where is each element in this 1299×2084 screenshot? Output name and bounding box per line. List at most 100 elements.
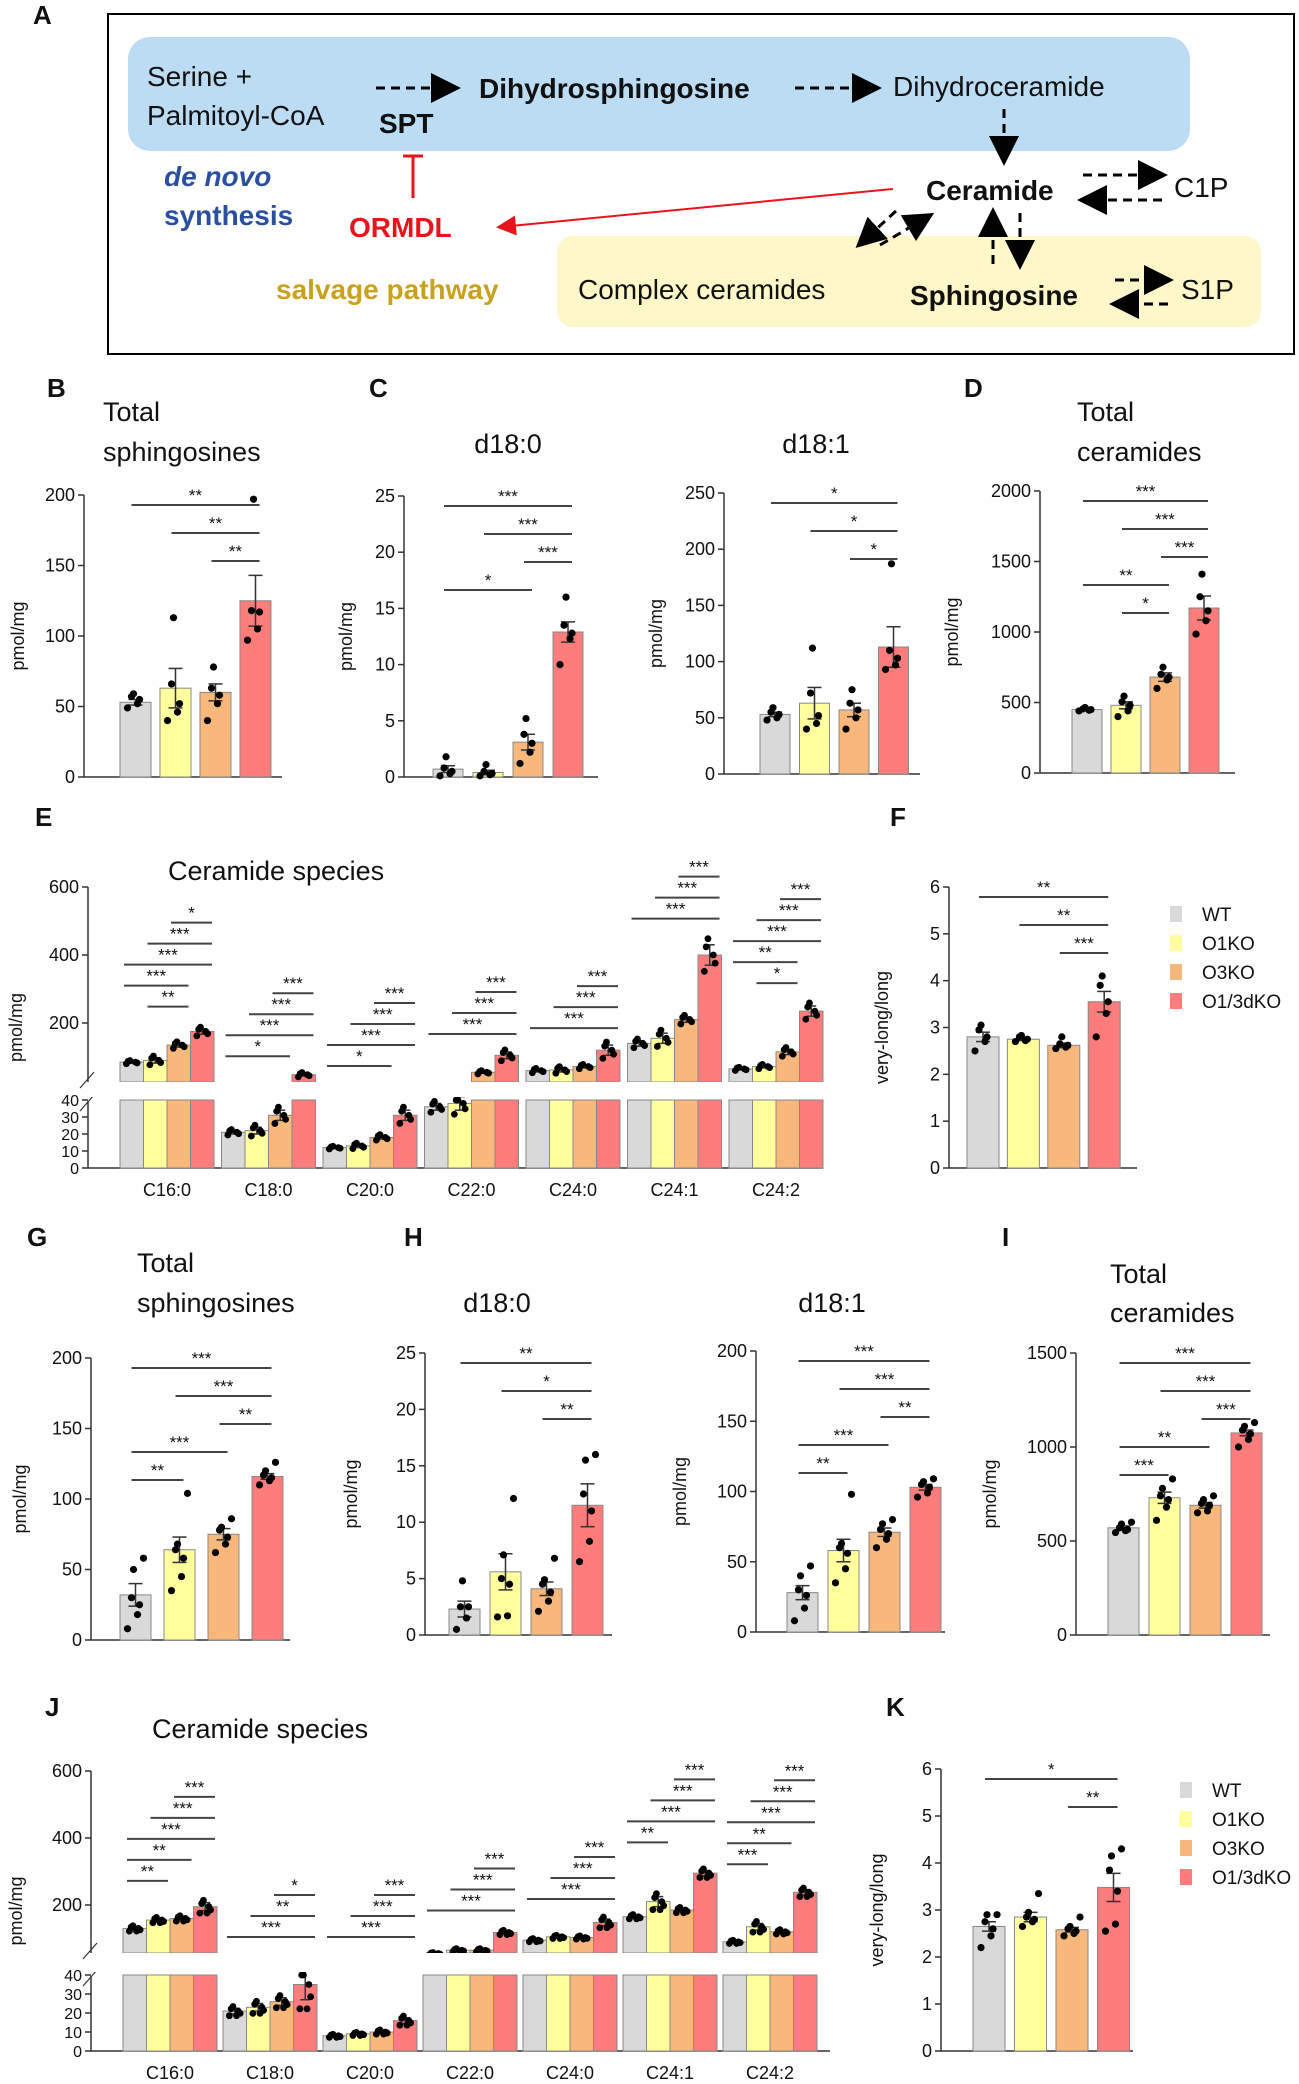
data-point <box>462 1614 471 1622</box>
data-point <box>1165 673 1173 681</box>
data-point <box>596 1924 604 1932</box>
y-tick-label: 20 <box>375 542 395 562</box>
data-point <box>766 1064 774 1072</box>
data-point <box>133 1611 142 1619</box>
significance-label: ** <box>276 1897 290 1916</box>
bar-C24-0-wt <box>525 1099 550 1169</box>
y-tick-label: 1000 <box>1027 1437 1067 1457</box>
data-point <box>1072 1927 1080 1935</box>
significance-label: *** <box>779 901 799 920</box>
x-tick-label: C24:2 <box>746 2063 794 2083</box>
data-point <box>841 1565 850 1573</box>
dihydrosphingosine-label: Dihydrosphingosine <box>479 73 750 104</box>
dihydroceramide-label: Dihydroceramide <box>893 71 1105 102</box>
data-point <box>533 1938 540 1946</box>
panel-label: I <box>1002 1222 1009 1252</box>
data-point <box>217 1523 226 1531</box>
y-tick-label: 2 <box>922 1947 932 1967</box>
significance-label: *** <box>173 1799 193 1818</box>
legend-label: O1KO <box>1202 934 1255 955</box>
data-point <box>183 1489 192 1497</box>
data-point <box>1244 1435 1253 1444</box>
data-point <box>1024 1908 1033 1916</box>
significance-label: *** <box>474 994 494 1013</box>
y-tick-label: 500 <box>1037 1531 1067 1551</box>
c1p-label: C1P <box>1174 172 1229 203</box>
bar-o1-3dko <box>909 1486 942 1633</box>
data-point <box>476 1068 484 1075</box>
significance-label: *** <box>192 1349 212 1368</box>
data-point <box>1107 1852 1116 1860</box>
data-point <box>336 1144 344 1152</box>
y-tick-label: 10 <box>64 2025 82 2042</box>
bar-C24-2-wt <box>728 1099 753 1169</box>
bar-C16-0-o3ko-upper <box>166 1044 191 1083</box>
data-point <box>789 1050 797 1058</box>
data-point <box>174 1913 182 1921</box>
significance-label: *** <box>585 1838 605 1857</box>
data-point <box>808 644 817 652</box>
data-point <box>1102 1009 1110 1018</box>
bar-C24-1-o3ko <box>674 1099 699 1169</box>
data-point <box>579 1490 588 1498</box>
significance-label: * <box>291 1876 298 1895</box>
data-point <box>562 593 570 601</box>
data-point <box>175 700 184 708</box>
data-point <box>356 2032 364 2039</box>
ormdl-label: ORMDL <box>349 212 452 243</box>
data-point <box>157 1059 165 1066</box>
bar-C24-1-wt <box>627 1099 652 1169</box>
data-point <box>987 1932 995 1940</box>
y-tick-label: 5 <box>406 1569 416 1589</box>
legend-swatch <box>1180 1811 1192 1827</box>
data-point <box>981 1918 989 1926</box>
significance-label: *** <box>661 1802 681 1821</box>
data-point <box>271 1120 279 1127</box>
y-tick-label: 4 <box>930 971 940 991</box>
y-tick-label: 25 <box>396 1343 416 1363</box>
data-point <box>280 2004 287 2012</box>
x-tick-label: C16:0 <box>146 2063 194 2083</box>
bar-C24-2-wt <box>722 1974 747 2052</box>
data-point <box>163 717 172 725</box>
chart-title: ceramides <box>1077 437 1202 467</box>
y-tick-label: 6 <box>930 877 940 897</box>
bar-C24-1-o3ko <box>669 1974 694 2052</box>
significance-label: ** <box>161 988 175 1007</box>
data-point <box>575 1558 584 1566</box>
y-tick-label: 0 <box>73 2044 82 2061</box>
bar-C24-0-wt <box>522 1974 547 2052</box>
significance-label: *** <box>1134 1456 1154 1475</box>
y-tick-label: 10 <box>396 1512 416 1532</box>
data-point <box>814 711 823 720</box>
significance-label: *** <box>785 1761 805 1780</box>
significance-label: *** <box>518 515 538 534</box>
data-point <box>556 661 564 669</box>
data-point <box>711 959 719 967</box>
y-tick-label: 0 <box>930 1158 940 1178</box>
data-point <box>193 1032 201 1040</box>
significance-label: *** <box>761 1803 781 1822</box>
bar-C24-1-o1-3dko-upper <box>693 1872 718 1954</box>
data-point <box>923 1489 932 1497</box>
data-point <box>249 495 258 503</box>
data-point <box>499 1551 508 1559</box>
chart-title: d18:0 <box>474 429 542 459</box>
bar-wt <box>972 1925 1006 2052</box>
data-point <box>1011 1037 1020 1046</box>
data-point <box>233 2012 240 2020</box>
y-tick-label: 10 <box>61 1144 79 1161</box>
y-tick-label: 100 <box>717 1482 747 1502</box>
data-point <box>296 1070 304 1077</box>
significance-label: ** <box>560 1400 574 1419</box>
data-point <box>802 1015 810 1023</box>
data-point <box>267 1474 276 1482</box>
data-point <box>852 714 860 722</box>
y-axis-label: pmol/mg <box>6 993 26 1062</box>
data-point <box>610 1050 618 1058</box>
y-axis-label: pmol/mg <box>10 1464 30 1533</box>
data-point <box>198 1900 206 1907</box>
y-tick-label: 0 <box>72 1630 82 1650</box>
y-axis-label: pmol/mg <box>6 1876 26 1945</box>
data-point <box>913 1493 922 1501</box>
